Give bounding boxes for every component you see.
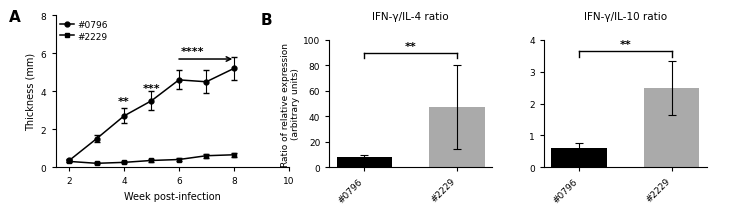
Bar: [551, 148, 607, 167]
Text: **: **: [619, 40, 631, 50]
Title: IFN-γ/IL-10 ratio: IFN-γ/IL-10 ratio: [584, 12, 667, 22]
Text: ****: ****: [181, 47, 204, 57]
Bar: [644, 88, 699, 167]
Text: ***: ***: [143, 84, 161, 94]
Text: **: **: [118, 97, 130, 107]
Bar: [429, 108, 485, 167]
Y-axis label: Ratio of relative expression
(arbitrary units): Ratio of relative expression (arbitrary …: [281, 42, 300, 166]
Title: IFN-γ/IL-4 ratio: IFN-γ/IL-4 ratio: [372, 12, 449, 22]
X-axis label: Week post-infection: Week post-infection: [124, 191, 221, 201]
Bar: [337, 157, 392, 167]
Text: A: A: [9, 10, 21, 25]
Y-axis label: Thickness (mm): Thickness (mm): [25, 53, 36, 131]
Text: **: **: [405, 42, 417, 52]
Legend: #0796, #2229: #0796, #2229: [60, 21, 107, 41]
Text: B: B: [261, 13, 272, 28]
